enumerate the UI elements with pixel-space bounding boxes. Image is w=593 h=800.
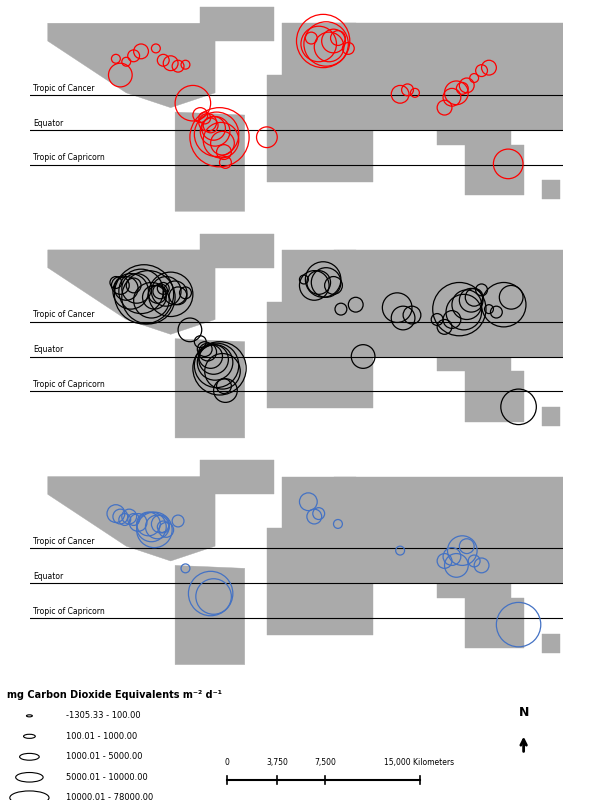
Polygon shape — [466, 371, 524, 422]
Text: 7,500: 7,500 — [314, 758, 336, 767]
Text: -1305.33 - 100.00: -1305.33 - 100.00 — [66, 711, 141, 720]
Polygon shape — [542, 180, 560, 199]
Text: 10000.01 - 78000.00: 10000.01 - 78000.00 — [66, 794, 154, 800]
Polygon shape — [333, 23, 563, 130]
Polygon shape — [333, 477, 563, 583]
Polygon shape — [48, 250, 215, 334]
Text: 3,750: 3,750 — [266, 758, 288, 767]
Text: 5000.01 - 10000.00: 5000.01 - 10000.00 — [66, 773, 148, 782]
Polygon shape — [542, 407, 560, 426]
Text: Tropic of Cancer: Tropic of Cancer — [33, 310, 94, 319]
Text: Equator: Equator — [33, 346, 63, 354]
Text: Tropic of Capricorn: Tropic of Capricorn — [33, 154, 105, 162]
Polygon shape — [175, 566, 245, 665]
Text: N: N — [518, 706, 529, 718]
Polygon shape — [282, 23, 356, 78]
Polygon shape — [267, 75, 374, 182]
Polygon shape — [267, 528, 374, 635]
Polygon shape — [175, 112, 245, 211]
Text: 0: 0 — [224, 758, 229, 767]
Polygon shape — [542, 634, 560, 653]
Polygon shape — [466, 598, 524, 648]
Polygon shape — [200, 7, 275, 41]
Polygon shape — [200, 234, 275, 268]
Polygon shape — [48, 23, 215, 108]
Text: 1000.01 - 5000.00: 1000.01 - 5000.00 — [66, 752, 143, 762]
Polygon shape — [267, 302, 374, 408]
Polygon shape — [200, 460, 275, 494]
Polygon shape — [333, 250, 563, 357]
Polygon shape — [437, 538, 511, 598]
Polygon shape — [282, 477, 356, 531]
Polygon shape — [466, 145, 524, 195]
Text: Tropic of Capricorn: Tropic of Capricorn — [33, 606, 105, 616]
Text: Equator: Equator — [33, 572, 63, 581]
Text: 100.01 - 1000.00: 100.01 - 1000.00 — [66, 732, 138, 741]
Text: Tropic of Capricorn: Tropic of Capricorn — [33, 380, 105, 389]
Polygon shape — [175, 338, 245, 438]
Text: mg Carbon Dioxide Equivalents m⁻² d⁻¹: mg Carbon Dioxide Equivalents m⁻² d⁻¹ — [7, 690, 222, 700]
Text: Equator: Equator — [33, 118, 63, 128]
Text: Tropic of Cancer: Tropic of Cancer — [33, 84, 94, 93]
Text: 15,000 Kilometers: 15,000 Kilometers — [384, 758, 455, 767]
Polygon shape — [282, 250, 356, 305]
Polygon shape — [437, 312, 511, 371]
Text: Tropic of Cancer: Tropic of Cancer — [33, 537, 94, 546]
Polygon shape — [437, 86, 511, 145]
Polygon shape — [48, 477, 215, 561]
